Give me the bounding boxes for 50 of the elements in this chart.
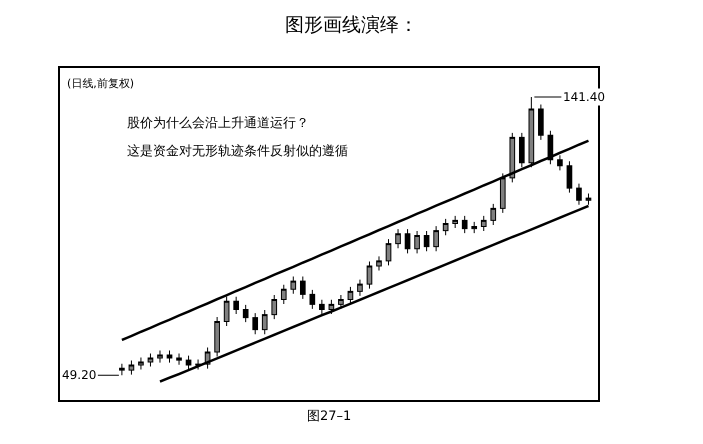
candlestick (338, 294, 344, 310)
candlestick (262, 310, 268, 335)
candlestick (376, 256, 382, 272)
candlestick (290, 276, 296, 294)
candlestick (319, 299, 325, 314)
candlestick (242, 304, 249, 323)
candlestick (128, 360, 134, 376)
candlestick (557, 154, 563, 171)
candlestick (433, 226, 439, 252)
caption: 图27–1 (307, 409, 352, 424)
candlestick (224, 296, 230, 327)
candlestick (500, 172, 506, 214)
candlestick (357, 279, 363, 296)
candlestick (328, 299, 334, 314)
candlestick (176, 353, 182, 366)
candlestick (348, 286, 354, 305)
text: 49.20 (62, 368, 96, 382)
candlestick (414, 230, 420, 254)
candlestick (119, 363, 125, 376)
candlestick (462, 215, 468, 234)
candlestick (157, 350, 163, 364)
candlestick (233, 296, 239, 314)
text: (日线,前复权) (67, 77, 134, 90)
candlestick (442, 218, 448, 236)
candlestick (471, 221, 478, 234)
candlestick (480, 215, 487, 232)
candlestick (214, 316, 220, 358)
candlestick (404, 228, 410, 254)
candlestick (300, 276, 306, 300)
candlestick (166, 350, 172, 364)
candlestick (271, 294, 278, 320)
candlestick (310, 289, 316, 310)
candlestick (366, 260, 372, 290)
chart-title: 图形画线演绎： (285, 14, 418, 36)
candlestick (538, 104, 544, 140)
candlestick (186, 355, 192, 370)
annotation: 141.40 (563, 90, 605, 104)
candlestick (138, 356, 144, 370)
candlestick (280, 284, 287, 305)
candlestick (566, 160, 572, 194)
annotation: 这是资金对无形轨迹条件反射似的遵循 (127, 143, 348, 159)
candlestick (576, 183, 582, 206)
annotation: 股价为什么会沿上升通道运行？ (127, 116, 309, 131)
candlestick (148, 353, 154, 367)
candlestick (452, 215, 458, 228)
candlestick (395, 228, 401, 249)
candlestick (490, 203, 496, 226)
candlestick (386, 238, 392, 266)
candlestick (252, 312, 258, 335)
candlestick (424, 230, 430, 252)
